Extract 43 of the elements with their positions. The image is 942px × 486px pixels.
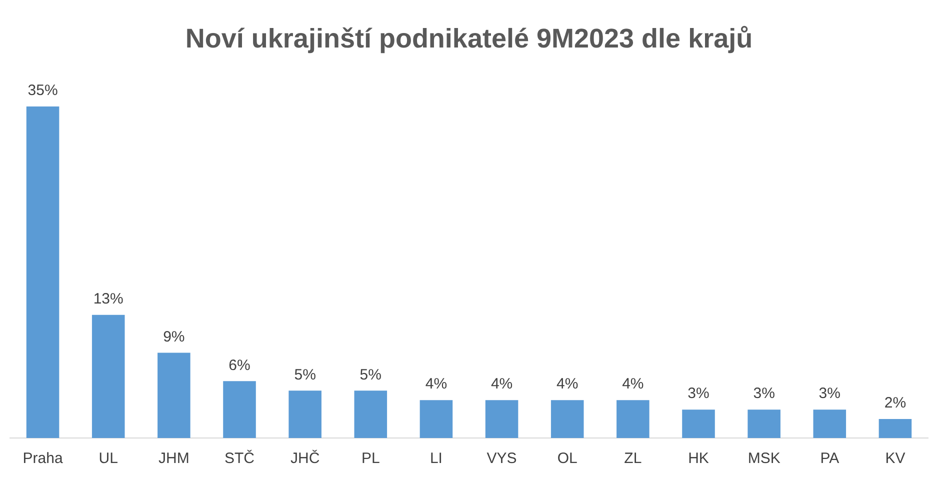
x-tick-label: JHM <box>158 450 190 468</box>
bar <box>223 381 256 438</box>
bar <box>26 106 60 438</box>
data-label: 4% <box>490 376 513 393</box>
data-label: 3% <box>818 385 840 402</box>
data-label: 13% <box>93 290 124 308</box>
data-label: 3% <box>688 385 710 402</box>
x-tick-label: Praha <box>22 450 64 468</box>
bar <box>92 314 125 438</box>
x-tick-label: UL <box>98 450 118 468</box>
data-label: 3% <box>753 385 775 402</box>
bar <box>158 352 190 438</box>
data-label: 6% <box>228 356 250 374</box>
bar <box>354 390 388 438</box>
x-tick-label: KV <box>885 450 906 468</box>
data-label: 5% <box>294 366 316 384</box>
bar <box>550 400 584 438</box>
data-label: 2% <box>884 394 906 412</box>
x-tick-label: ZL <box>624 450 642 468</box>
bar <box>616 400 650 438</box>
data-label: 9% <box>163 328 185 346</box>
x-tick-label: OL <box>557 450 578 468</box>
x-tick-label: MSK <box>748 450 780 468</box>
data-label: 4% <box>622 376 644 393</box>
bar <box>485 400 518 438</box>
chart-title: Noví ukrajinští podnikatelé 9M2023 dle krajů <box>185 24 753 54</box>
data-label: 4% <box>425 376 448 393</box>
x-tick-label: VYS <box>486 450 517 468</box>
x-tick-label: PA <box>820 450 840 468</box>
data-label: 5% <box>360 366 382 384</box>
bar <box>288 390 322 438</box>
bar <box>813 410 846 438</box>
bar <box>682 410 715 438</box>
x-tick-label: STČ <box>224 449 255 468</box>
data-label: 35% <box>28 82 58 100</box>
bar <box>748 410 780 438</box>
x-tick-label: LI <box>430 450 442 468</box>
bar <box>420 400 453 438</box>
x-tick-label: HK <box>688 450 709 468</box>
data-label: 4% <box>556 376 578 393</box>
x-tick-label: JHČ <box>290 449 320 468</box>
x-tick-label: PL <box>361 450 380 468</box>
bar <box>878 419 912 438</box>
